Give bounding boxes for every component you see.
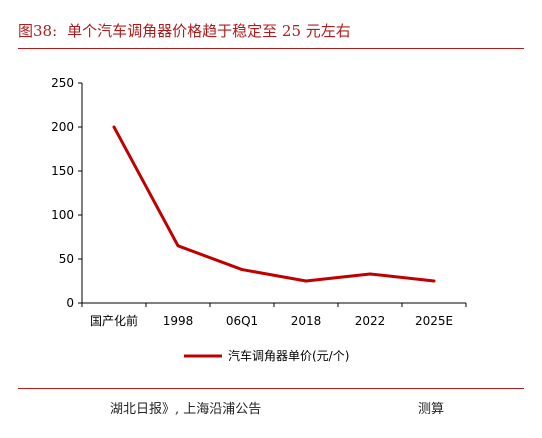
data-point: [112, 125, 116, 129]
series-layer: [112, 125, 436, 283]
legend: 汽车调角器单价(元/个): [184, 348, 349, 363]
series-line: [112, 126, 435, 283]
x-tick-label: 国产化前: [90, 313, 138, 328]
y-tick-label: 150: [51, 164, 74, 178]
figure-title: 图38: 单个汽车调角器价格趋于稳定至 25 元左右: [18, 20, 351, 41]
y-tick-label: 250: [51, 76, 74, 90]
data-point: [240, 268, 244, 272]
x-tick-label: 2022: [355, 314, 386, 328]
x-tick-label: 1998: [163, 314, 194, 328]
data-point: [432, 279, 436, 283]
top-rule: [18, 48, 524, 49]
bottom-rule: [18, 388, 524, 389]
x-tick-label: 2018: [291, 314, 322, 328]
data-point: [176, 244, 180, 248]
y-tick-label: 200: [51, 120, 74, 134]
y-tick-label: 50: [59, 252, 74, 266]
x-tick-label: 2025E: [415, 314, 453, 328]
data-point: [304, 279, 308, 283]
y-tick-label: 100: [51, 208, 74, 222]
line-chart: 0 50 100 150 200 250 国产化前 1998 06Q1 2018 2022 2025…: [51, 76, 467, 363]
figure-title-text: 单个汽车调角器价格趋于稳定至 25 元左右: [67, 22, 351, 40]
data-point: [368, 272, 372, 276]
figure-number: 图38:: [18, 22, 58, 40]
x-tick-label: 06Q1: [226, 314, 258, 328]
legend-label: 汽车调角器单价(元/个): [228, 348, 349, 363]
source-note: 测算: [418, 402, 445, 417]
y-tick-label: 0: [66, 296, 74, 310]
x-axis: 国产化前 1998 06Q1 2018 2022 2025E: [81, 302, 467, 328]
source-text: 湖北日报》, 上海沿浦公告: [110, 402, 262, 417]
y-axis: 0 50 100 150 200 250: [51, 76, 83, 310]
